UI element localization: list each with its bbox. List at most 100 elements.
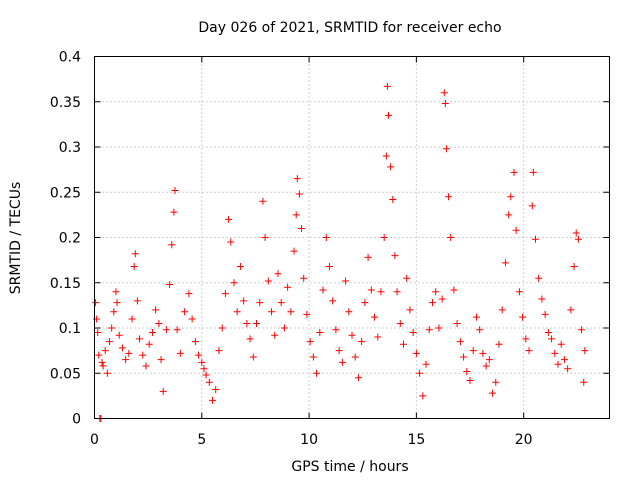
data-point	[441, 100, 449, 108]
data-point	[515, 288, 523, 296]
y-tick-label: 0.2	[59, 231, 81, 247]
data-point	[162, 326, 170, 334]
data-point	[287, 308, 295, 316]
data-point	[332, 326, 340, 334]
data-point	[541, 310, 549, 318]
data-point	[298, 224, 306, 232]
data-point	[358, 338, 366, 346]
data-point	[389, 195, 397, 203]
data-point	[191, 338, 199, 346]
x-tick-label: 20	[515, 432, 533, 448]
data-point	[309, 353, 317, 361]
data-point	[354, 374, 362, 382]
data-point	[435, 324, 443, 332]
data-point	[95, 351, 103, 359]
y-tick-label: 0.3	[59, 140, 81, 156]
data-point	[236, 262, 244, 270]
data-point	[118, 344, 126, 352]
data-point	[567, 306, 575, 314]
data-point	[425, 326, 433, 334]
data-point	[384, 111, 392, 119]
data-point	[233, 308, 241, 316]
data-point	[292, 211, 300, 219]
data-point	[351, 353, 359, 361]
data-point	[505, 211, 513, 219]
data-point	[528, 202, 536, 210]
data-point	[456, 338, 464, 346]
data-point	[115, 331, 123, 339]
data-point	[406, 306, 414, 314]
data-point	[522, 335, 530, 343]
data-point	[419, 392, 427, 400]
data-point	[492, 378, 500, 386]
data-point	[173, 326, 181, 334]
data-point	[450, 286, 458, 294]
data-point	[181, 308, 189, 316]
data-point	[581, 347, 589, 355]
data-point	[284, 283, 292, 291]
data-point	[136, 335, 144, 343]
data-point	[122, 356, 130, 364]
data-point	[200, 365, 208, 373]
data-point	[544, 329, 552, 337]
data-point	[198, 358, 206, 366]
data-point	[106, 338, 114, 346]
data-point	[531, 235, 539, 243]
data-point	[548, 335, 556, 343]
data-point	[159, 387, 167, 395]
data-point	[382, 152, 390, 160]
data-point	[554, 360, 562, 368]
data-point	[230, 279, 238, 287]
data-point	[166, 281, 174, 289]
data-point	[329, 297, 337, 305]
data-point	[519, 313, 527, 321]
data-point	[345, 308, 353, 316]
data-point	[110, 308, 118, 316]
data-point	[557, 340, 565, 348]
data-point	[221, 290, 229, 298]
data-point	[525, 347, 533, 355]
data-point	[108, 324, 116, 332]
data-point	[412, 349, 420, 357]
data-point	[367, 286, 375, 294]
data-point	[570, 262, 578, 270]
data-point	[422, 360, 430, 368]
data-point	[293, 175, 301, 183]
data-point	[489, 389, 497, 397]
data-point	[383, 82, 391, 90]
data-point	[98, 358, 106, 366]
data-point	[316, 329, 324, 337]
data-point	[152, 306, 160, 314]
data-point	[377, 288, 385, 296]
data-point	[564, 365, 572, 373]
data-point	[227, 238, 235, 246]
data-point	[185, 290, 193, 298]
data-point	[145, 340, 153, 348]
data-point	[529, 168, 537, 176]
data-point	[225, 215, 233, 223]
data-point	[551, 349, 559, 357]
data-point	[371, 313, 379, 321]
data-point	[460, 353, 468, 361]
data-point	[148, 329, 156, 337]
data-point	[498, 306, 506, 314]
data-point	[325, 262, 333, 270]
data-point	[256, 299, 264, 307]
data-point	[466, 376, 474, 384]
data-point	[438, 295, 446, 303]
data-point	[322, 234, 330, 241]
data-point	[99, 362, 107, 370]
data-point	[264, 277, 272, 285]
data-point	[155, 319, 163, 327]
axis-ticks: 0 0.05 0.1 0.15 0.2 0.25 0.3 0.35 0.4 0 5 10 15 20	[50, 50, 610, 448]
data-point	[128, 315, 136, 323]
data-point	[306, 338, 314, 346]
grid	[94, 56, 610, 419]
data-point	[442, 145, 450, 153]
data-point	[391, 252, 399, 260]
data-point	[101, 347, 109, 355]
data-point	[560, 356, 568, 364]
data-point	[400, 340, 407, 348]
data-point	[374, 333, 382, 341]
